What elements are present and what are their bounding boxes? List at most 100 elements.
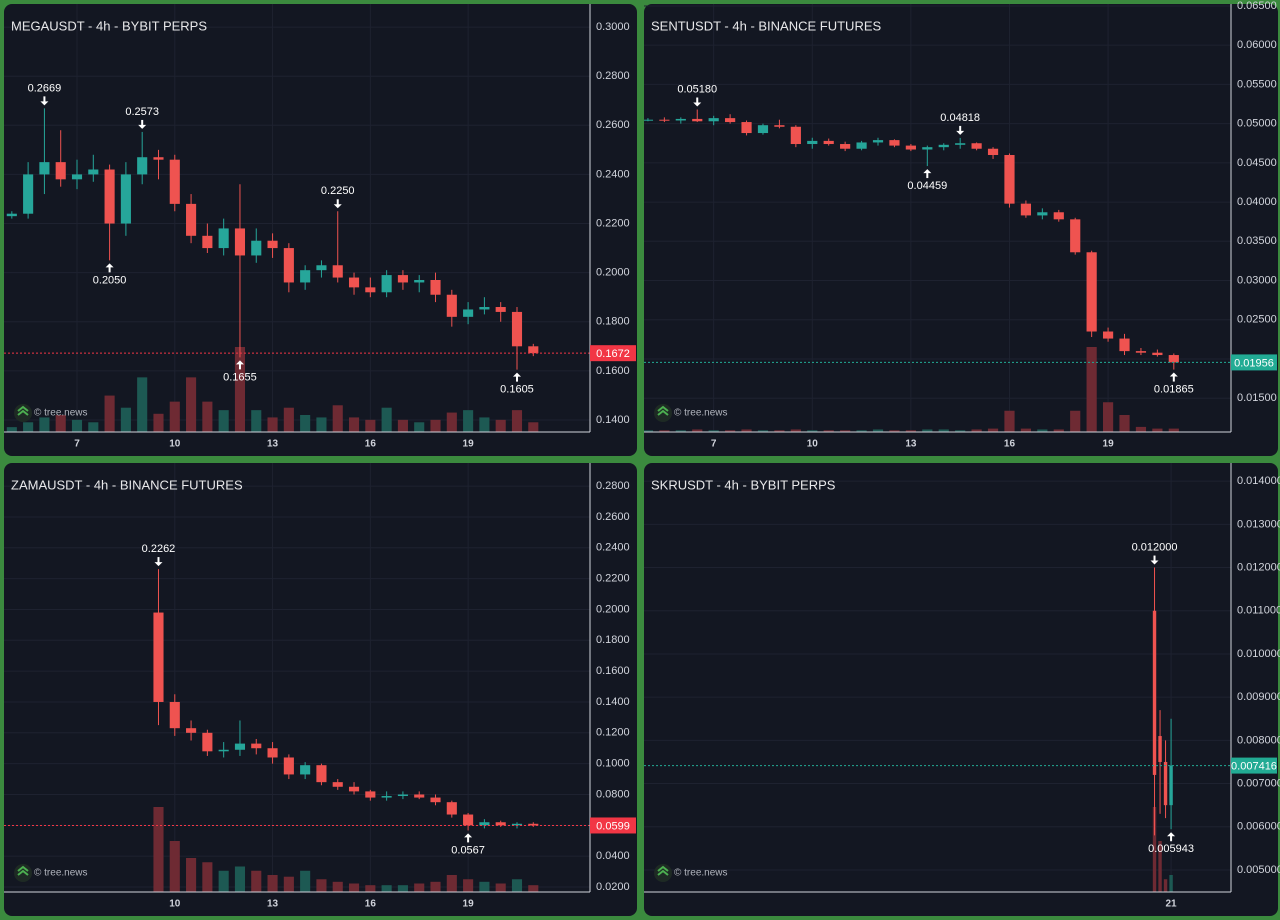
y-tick-label: 0.1600 [596,665,630,677]
candle-body [807,140,818,145]
candle-body [283,757,294,775]
arrow-head [956,130,965,135]
candle-body [889,140,900,146]
candle-body [872,140,884,143]
volume-bar [365,885,376,892]
annotation-arrow [105,263,114,273]
candle-body [987,148,999,156]
candle-body [446,802,457,815]
candle-body [790,126,801,145]
volume-bar [234,347,246,432]
x-tick-label: 21 [1166,899,1178,910]
volume-bar [1169,875,1173,892]
candle-body [479,822,490,826]
x-tick-label: 19 [463,439,475,450]
volume-bar [1102,402,1114,432]
candle-body [267,748,278,758]
arrow-head [923,169,932,174]
y-tick-label: 0.06000 [1237,39,1277,51]
arrow-head [512,372,521,377]
volume-bar [823,430,834,432]
watermark: © tree.news [34,868,88,879]
y-tick-label: 0.1000 [596,758,630,770]
y-tick-label: 0.05000 [1237,118,1277,130]
candle-body [348,786,360,792]
candle-body [23,174,34,214]
y-tick-label: 0.1800 [596,316,630,328]
y-tick-label: 0.005000 [1237,864,1280,876]
annotation-arrow [333,199,342,209]
candle-body [659,119,670,121]
volume-bar [251,410,262,432]
volume-bar [922,429,933,432]
y-tick-label: 0.1400 [596,414,630,426]
annotation-label: 0.2573 [125,106,159,118]
volume-bar [55,415,66,432]
x-tick-label: 10 [807,439,819,450]
volume-bar [414,422,425,432]
candle-body [120,174,131,224]
annotation-arrow [512,372,521,382]
y-tick-label: 0.01500 [1237,392,1277,404]
candle-body [1102,331,1114,339]
volume-bar [381,885,392,892]
candle-body [186,203,197,236]
volume-bar [6,427,17,432]
annotation-arrow [138,119,147,129]
volume-bar [495,419,506,432]
volume-bar [528,885,539,892]
volume-bar [348,883,360,892]
volume-bar [725,430,736,432]
annotation-arrow [40,96,49,106]
candle-body [414,280,425,283]
candle-body [446,294,457,317]
candle-body [757,125,769,134]
volume-bar [446,412,457,432]
logo-icon [17,405,29,416]
volume-bar [267,417,278,432]
volume-bar [1168,428,1179,432]
annotation-arrow [1150,555,1159,565]
candle-body [511,311,523,347]
volume-bar [381,407,392,432]
x-tick-label: 7 [711,439,717,450]
candle-body [1053,212,1064,220]
candle-body [88,169,99,175]
y-tick-label: 0.2600 [596,511,630,523]
volume-bar [23,422,34,432]
arrow-head [464,833,473,838]
annotation-label: 0.04459 [907,180,947,192]
volume-bar [1070,410,1081,432]
volume-bar [872,429,884,432]
y-tick-label: 0.2400 [596,542,630,554]
annotation-label: 0.2050 [93,274,127,286]
candle-body [479,307,490,310]
candle-body [741,122,752,134]
y-tick-label: 0.05500 [1237,78,1277,90]
volume-bar [169,841,180,892]
candle-body [6,213,17,217]
volume-bar [987,428,999,432]
volume-bar [790,429,801,432]
volume-bar [202,401,213,432]
volume-bar [971,429,982,432]
logo-badge [14,864,32,882]
y-tick-label: 0.2800 [596,70,630,82]
chart-panel: 0.014000 0.013000 0.012000 0.011000 0.010000… [644,463,1280,916]
x-tick-label: 10 [169,899,181,910]
volume-bar [430,419,441,432]
volume-bar [397,885,408,892]
chart-title: MEGAUSDT - 4h - BYBIT PERPS [11,18,207,33]
volume-bar [153,807,164,892]
panel [4,463,637,916]
candle-body [528,823,539,826]
candle-body [905,145,916,150]
volume-bar [234,866,246,892]
candle-body [365,791,376,798]
plot [644,463,1231,892]
volume-bar [955,430,966,432]
volume-bar [1163,879,1168,892]
candle-body [856,142,867,149]
volume-bar [251,870,262,892]
candle-body [251,743,262,749]
